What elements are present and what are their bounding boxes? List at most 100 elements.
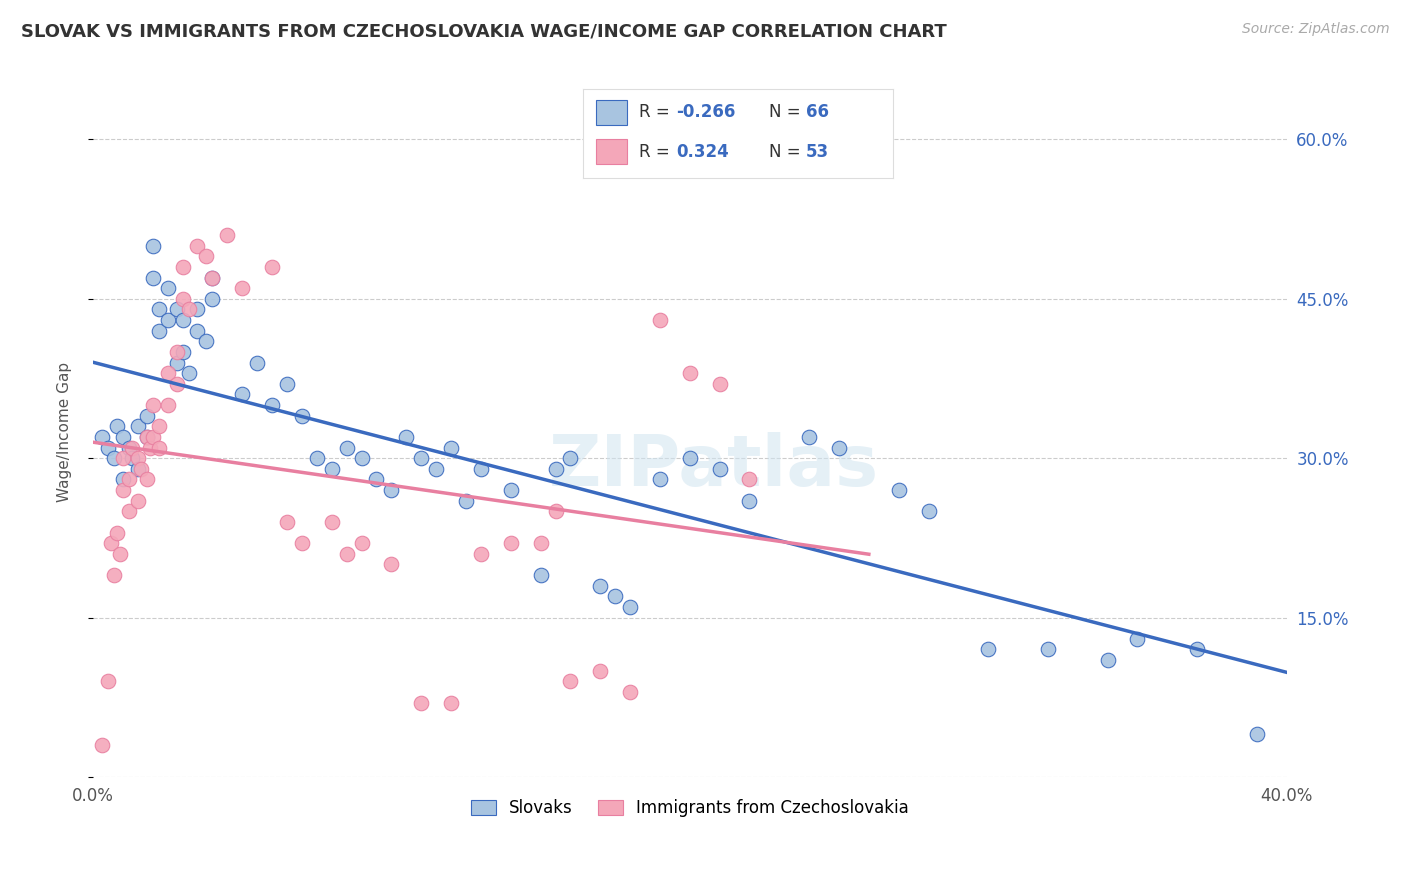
Legend: Slovaks, Immigrants from Czechoslovakia: Slovaks, Immigrants from Czechoslovakia	[464, 792, 915, 824]
Point	[276, 376, 298, 391]
Point	[246, 355, 269, 369]
Point	[738, 493, 761, 508]
Point	[1126, 632, 1149, 646]
Point	[336, 547, 359, 561]
Point	[108, 547, 131, 561]
Point	[135, 430, 157, 444]
Point	[91, 430, 114, 444]
Text: ZIPatlas: ZIPatlas	[548, 432, 879, 500]
Point	[217, 228, 239, 243]
Point	[156, 366, 179, 380]
Point	[260, 398, 283, 412]
Point	[166, 376, 188, 391]
Point	[127, 462, 149, 476]
Point	[105, 525, 128, 540]
Point	[619, 599, 641, 614]
Point	[709, 376, 731, 391]
Point	[127, 493, 149, 508]
Point	[166, 355, 188, 369]
Point	[350, 451, 373, 466]
Point	[1246, 727, 1268, 741]
Text: SLOVAK VS IMMIGRANTS FROM CZECHOSLOVAKIA WAGE/INCOME GAP CORRELATION CHART: SLOVAK VS IMMIGRANTS FROM CZECHOSLOVAKIA…	[21, 22, 946, 40]
Point	[977, 642, 1000, 657]
Point	[186, 324, 208, 338]
Point	[709, 462, 731, 476]
Point	[186, 238, 208, 252]
Point	[544, 462, 567, 476]
Point	[291, 536, 314, 550]
Point	[138, 441, 160, 455]
Point	[1036, 642, 1059, 657]
Point	[201, 292, 224, 306]
Point	[619, 685, 641, 699]
Point	[111, 451, 134, 466]
Point	[156, 313, 179, 327]
Point	[231, 387, 253, 401]
Point	[366, 472, 388, 486]
Text: R =: R =	[640, 143, 681, 161]
Point	[380, 483, 402, 497]
Point	[118, 472, 141, 486]
Point	[917, 504, 939, 518]
Point	[470, 547, 492, 561]
Point	[425, 462, 447, 476]
Point	[260, 260, 283, 274]
Point	[177, 302, 200, 317]
Point	[103, 568, 125, 582]
Point	[118, 441, 141, 455]
Point	[605, 589, 627, 603]
Point	[111, 472, 134, 486]
Point	[129, 462, 152, 476]
Point	[544, 504, 567, 518]
Point	[97, 441, 120, 455]
Point	[1185, 642, 1208, 657]
Point	[148, 419, 170, 434]
Point	[887, 483, 910, 497]
Point	[499, 536, 522, 550]
Point	[97, 674, 120, 689]
Y-axis label: Wage/Income Gap: Wage/Income Gap	[58, 361, 72, 501]
Point	[828, 441, 851, 455]
Point	[172, 260, 194, 274]
Point	[560, 674, 582, 689]
Point	[135, 409, 157, 423]
Point	[560, 451, 582, 466]
Bar	[596, 139, 627, 164]
Point	[195, 334, 218, 349]
Point	[142, 398, 165, 412]
Point	[172, 313, 194, 327]
Point	[380, 558, 402, 572]
Point	[1097, 653, 1119, 667]
Point	[166, 302, 188, 317]
Bar	[596, 100, 627, 125]
Point	[135, 430, 157, 444]
Point	[440, 441, 463, 455]
Point	[648, 472, 671, 486]
Point	[172, 292, 194, 306]
Point	[142, 270, 165, 285]
Text: 53: 53	[806, 143, 830, 161]
Point	[201, 270, 224, 285]
Point	[276, 515, 298, 529]
Point	[589, 579, 612, 593]
Point	[177, 366, 200, 380]
Point	[195, 249, 218, 263]
Point	[411, 451, 433, 466]
Point	[589, 664, 612, 678]
Text: 0.324: 0.324	[676, 143, 730, 161]
Point	[321, 515, 343, 529]
Point	[679, 366, 702, 380]
Text: N =: N =	[769, 103, 806, 121]
Point	[135, 472, 157, 486]
Point	[105, 419, 128, 434]
Text: R =: R =	[640, 103, 675, 121]
Point	[440, 696, 463, 710]
Point	[291, 409, 314, 423]
Point	[166, 345, 188, 359]
Text: -0.266: -0.266	[676, 103, 735, 121]
Point	[127, 451, 149, 466]
Point	[121, 451, 143, 466]
Point	[148, 324, 170, 338]
Point	[91, 738, 114, 752]
Text: 66: 66	[806, 103, 830, 121]
